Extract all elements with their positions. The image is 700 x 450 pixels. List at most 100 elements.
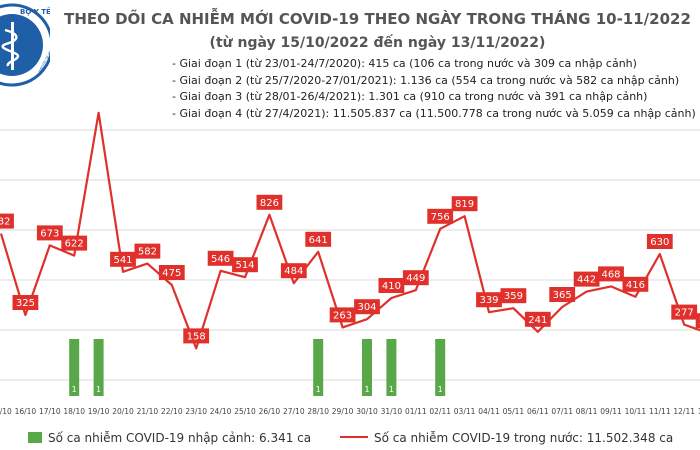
imported-value-label: 0 [23, 385, 28, 394]
domestic-value-label: 468 [601, 269, 620, 280]
imported-value-label: 0 [291, 385, 296, 394]
domestic-value-label: 410 [382, 281, 401, 292]
x-axis-ticks: 15/1016/1017/1018/1019/1020/1021/1022/10… [0, 407, 700, 416]
domestic-value-box [451, 196, 478, 212]
domestic-value-box [61, 235, 88, 251]
legend-domestic: Số ca nhiễm COVID-19 trong nước: 11.502.… [340, 431, 673, 445]
chart-subtitle: (từ ngày 15/10/2022 đến ngày 13/11/2022) [209, 35, 546, 51]
domestic-value-box [134, 243, 161, 259]
domestic-value-box [646, 234, 673, 249]
domestic-value-label: 475 [162, 268, 181, 279]
imported-value-label: 0 [218, 385, 223, 394]
imported-value-label: 0 [120, 385, 125, 394]
imported-bar [93, 339, 104, 396]
phase-4-summary: Giai đoạn 4 (từ 27/4/2021): 11.505.837 c… [172, 106, 695, 123]
domestic-value-box [427, 208, 454, 224]
imported-value-label: 0 [560, 385, 565, 394]
domestic-value-box [183, 328, 210, 344]
domestic-cases-line [0, 111, 700, 350]
x-tick-label: 11/11 [649, 407, 671, 416]
domestic-value-box [549, 287, 576, 302]
domestic-value-box [378, 278, 405, 293]
x-tick-label: 03/11 [454, 407, 476, 416]
domestic-value-label: 325 [16, 298, 35, 309]
imported-cases-bars [69, 339, 446, 396]
domestic-value-label: 449 [406, 273, 425, 284]
domestic-value-box [256, 194, 283, 210]
domestic-value-box [280, 263, 307, 279]
domestic-value-label: 732 [0, 217, 11, 228]
imported-bar [386, 339, 397, 396]
imported-value-label: 0 [145, 385, 150, 394]
domestic-value-label: 541 [113, 255, 132, 266]
x-tick-label: 31/10 [381, 407, 403, 416]
domestic-value-box [36, 225, 63, 241]
domestic-value-box [573, 271, 600, 287]
imported-value-label: 0 [242, 385, 247, 394]
x-tick-label: 01/11 [405, 407, 427, 416]
domestic-value-box [207, 250, 234, 266]
domestic-value-box [110, 251, 136, 267]
phase-summary-list: Giai đoạn 1 (từ 23/01-24/7/2020): 415 ca… [172, 56, 696, 123]
x-tick-label: 04/11 [478, 407, 500, 416]
domestic-value-label: 546 [211, 254, 230, 265]
domestic-value-box [500, 288, 527, 304]
imported-value-label: 1 [96, 385, 101, 394]
x-tick-label: 30/10 [356, 407, 378, 416]
domestic-value-label: 241 [528, 315, 547, 326]
domestic-value-box [402, 270, 429, 286]
domestic-value-box [671, 304, 698, 320]
domestic-value-box [329, 307, 356, 323]
x-tick-label: 29/10 [332, 407, 354, 416]
x-tick-label: 05/11 [503, 407, 525, 416]
x-tick-label: 19/10 [88, 407, 110, 416]
imported-value-label: 1 [438, 385, 443, 394]
domestic-value-box [232, 257, 258, 273]
chart-title: THEO DÕI CA NHIỄM MỚI COVID-19 THEO NGÀY… [64, 10, 691, 28]
imported-bar [69, 339, 80, 396]
chart-legend: Số ca nhiễm COVID-19 nhập cảnh: 6.341 ca… [0, 428, 700, 450]
x-tick-label: 22/10 [161, 407, 183, 416]
imported-value-label: 0 [584, 385, 589, 394]
imported-value-label: 0 [682, 385, 687, 394]
imported-value-label: 0 [633, 385, 638, 394]
imported-value-label: 0 [194, 385, 199, 394]
imported-value-label: 0 [169, 385, 174, 394]
x-tick-label: 26/10 [259, 407, 281, 416]
domestic-value-label: 514 [235, 260, 254, 271]
imported-value-label: 0 [608, 385, 613, 394]
x-tick-label: 18/10 [63, 407, 85, 416]
phase-3-summary: Giai đoạn 3 (từ 28/01-26/4/2021): 1.301 … [172, 89, 696, 106]
x-tick-label: 09/11 [600, 407, 622, 416]
phase-2-summary: Giai đoạn 2 (từ 25/7/2020-27/01/2021): 1… [172, 73, 696, 90]
domestic-value-label: 630 [650, 237, 669, 248]
bar-swatch-icon [28, 432, 42, 443]
x-tick-label: 21/10 [137, 407, 159, 416]
imported-bar [313, 339, 324, 396]
line-swatch-icon [340, 436, 368, 438]
legend-imported: Số ca nhiễm COVID-19 nhập cảnh: 6.341 ca [28, 431, 311, 445]
domestic-value-label: 484 [284, 266, 303, 277]
domestic-value-label: 416 [626, 280, 645, 291]
ministry-of-health-logo: BỘ Y TẾ MINISTRY OF HEALTH [0, 0, 50, 95]
domestic-value-label: 756 [431, 212, 450, 223]
domestic-value-label: 622 [65, 239, 84, 250]
imported-value-label: 0 [657, 385, 662, 394]
domestic-value-box [12, 295, 39, 310]
domestic-value-label: 819 [455, 199, 474, 210]
staff-icon [11, 22, 14, 70]
x-tick-label: 06/11 [527, 407, 549, 416]
legend-imported-label: Số ca nhiễm COVID-19 nhập cảnh: 6.341 ca [48, 431, 312, 445]
imported-value-label: 0 [511, 385, 516, 394]
x-tick-label: 25/10 [234, 407, 256, 416]
x-tick-label: 27/10 [283, 407, 305, 416]
x-tick-label: 08/11 [576, 407, 598, 416]
domestic-value-box [598, 266, 624, 282]
domestic-value-label: 158 [187, 331, 206, 342]
imported-value-label: 1 [389, 385, 394, 394]
domestic-value-box [695, 313, 700, 329]
imported-value-label: 0 [413, 385, 418, 394]
x-tick-label: 16/10 [15, 407, 37, 416]
logo-text: BỘ Y TẾ [20, 6, 50, 16]
imported-bar [435, 339, 446, 396]
